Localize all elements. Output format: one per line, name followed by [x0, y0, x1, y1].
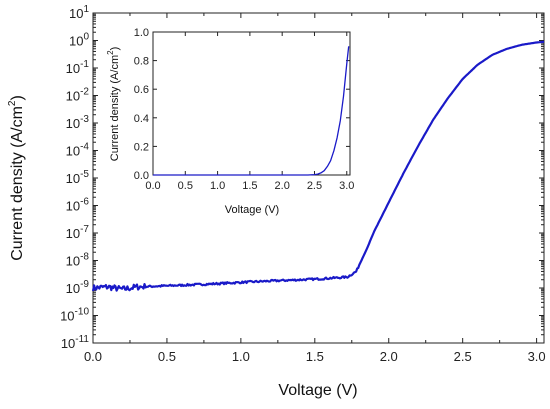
- main-y-axis: 101 100 10-1 10-2 10-3 10-4 10-5 10-6 10-7 10-8 10…: [60, 4, 544, 351]
- main-y-tick-label: 101: [69, 4, 89, 21]
- inset-x-tick-label: 1.5: [242, 180, 257, 192]
- main-y-tick-label: 10-4: [66, 142, 90, 159]
- main-y-tick-label: 10-11: [61, 334, 90, 351]
- main-x-axis: 0.0 0.5 1.0 1.5 2.0 2.5 3.0: [84, 13, 546, 364]
- inset-y-tick-label: 0.6: [134, 84, 149, 96]
- main-x-tick-label: 0.0: [84, 349, 102, 364]
- main-y-tick-label: 10-3: [66, 114, 90, 131]
- main-y-tick-label: 10-6: [66, 197, 90, 214]
- inset-x-tick-label: 1.0: [210, 180, 225, 192]
- inset-y-tick-label: 0.4: [134, 113, 149, 125]
- inset-x-axis: 0.0 0.5 1.0 1.5 2.0 2.5 3.0: [145, 32, 354, 192]
- main-y-tick-label: 10-10: [60, 307, 89, 324]
- main-x-tick-label: 1.0: [232, 349, 250, 364]
- main-y-tick-label: 10-8: [66, 252, 90, 269]
- inset-y-tick-label: 1.0: [134, 27, 149, 39]
- inset-y-axis-label: Current density (A/cm2): [106, 47, 121, 162]
- main-y-axis-label: Current density (A/cm2): [7, 95, 26, 261]
- main-y-tick-label: 10-2: [66, 87, 90, 104]
- main-y-tick-label: 10-5: [66, 169, 90, 186]
- main-x-tick-label: 2.5: [454, 349, 472, 364]
- main-y-tick-label: 10-7: [66, 224, 90, 241]
- inset-x-tick-label: 2.0: [275, 180, 290, 192]
- main-x-tick-label: 3.0: [528, 349, 546, 364]
- inset-background: [153, 32, 350, 175]
- main-plot: 0.0 0.5 1.0 1.5 2.0 2.5 3.0 101 100 10-1 10-2 10-3…: [7, 4, 546, 399]
- main-x-axis-label: Voltage (V): [278, 382, 357, 399]
- main-y-tick-label: 100: [69, 32, 89, 49]
- main-y-tick-label: 10-9: [66, 279, 90, 296]
- inset-x-axis-label: Voltage (V): [225, 204, 279, 216]
- main-x-tick-label: 0.5: [158, 349, 176, 364]
- inset-y-axis: 0.0 0.2 0.4 0.6 0.8 1.0: [134, 27, 350, 182]
- inset-x-tick-label: 0.5: [178, 180, 193, 192]
- main-x-tick-label: 1.5: [306, 349, 324, 364]
- main-x-tick-label: 2.0: [380, 349, 398, 364]
- main-series-line: [91, 40, 545, 292]
- inset-plot: 0.0 0.5 1.0 1.5 2.0 2.5 3.0 0.0 0.2 0.4 0.6 0.8 1.0…: [106, 27, 354, 216]
- main-y-tick-label: 10-1: [66, 59, 90, 76]
- inset-y-tick-label: 0.8: [134, 56, 149, 68]
- inset-y-tick-label: 0.2: [134, 141, 149, 153]
- inset-x-tick-label: 0.0: [145, 180, 160, 192]
- inset-x-tick-label: 2.5: [307, 180, 322, 192]
- inset-y-tick-label: 0.0: [134, 170, 149, 182]
- inset-series-line: [153, 46, 350, 176]
- inset-x-tick-label: 3.0: [339, 180, 354, 192]
